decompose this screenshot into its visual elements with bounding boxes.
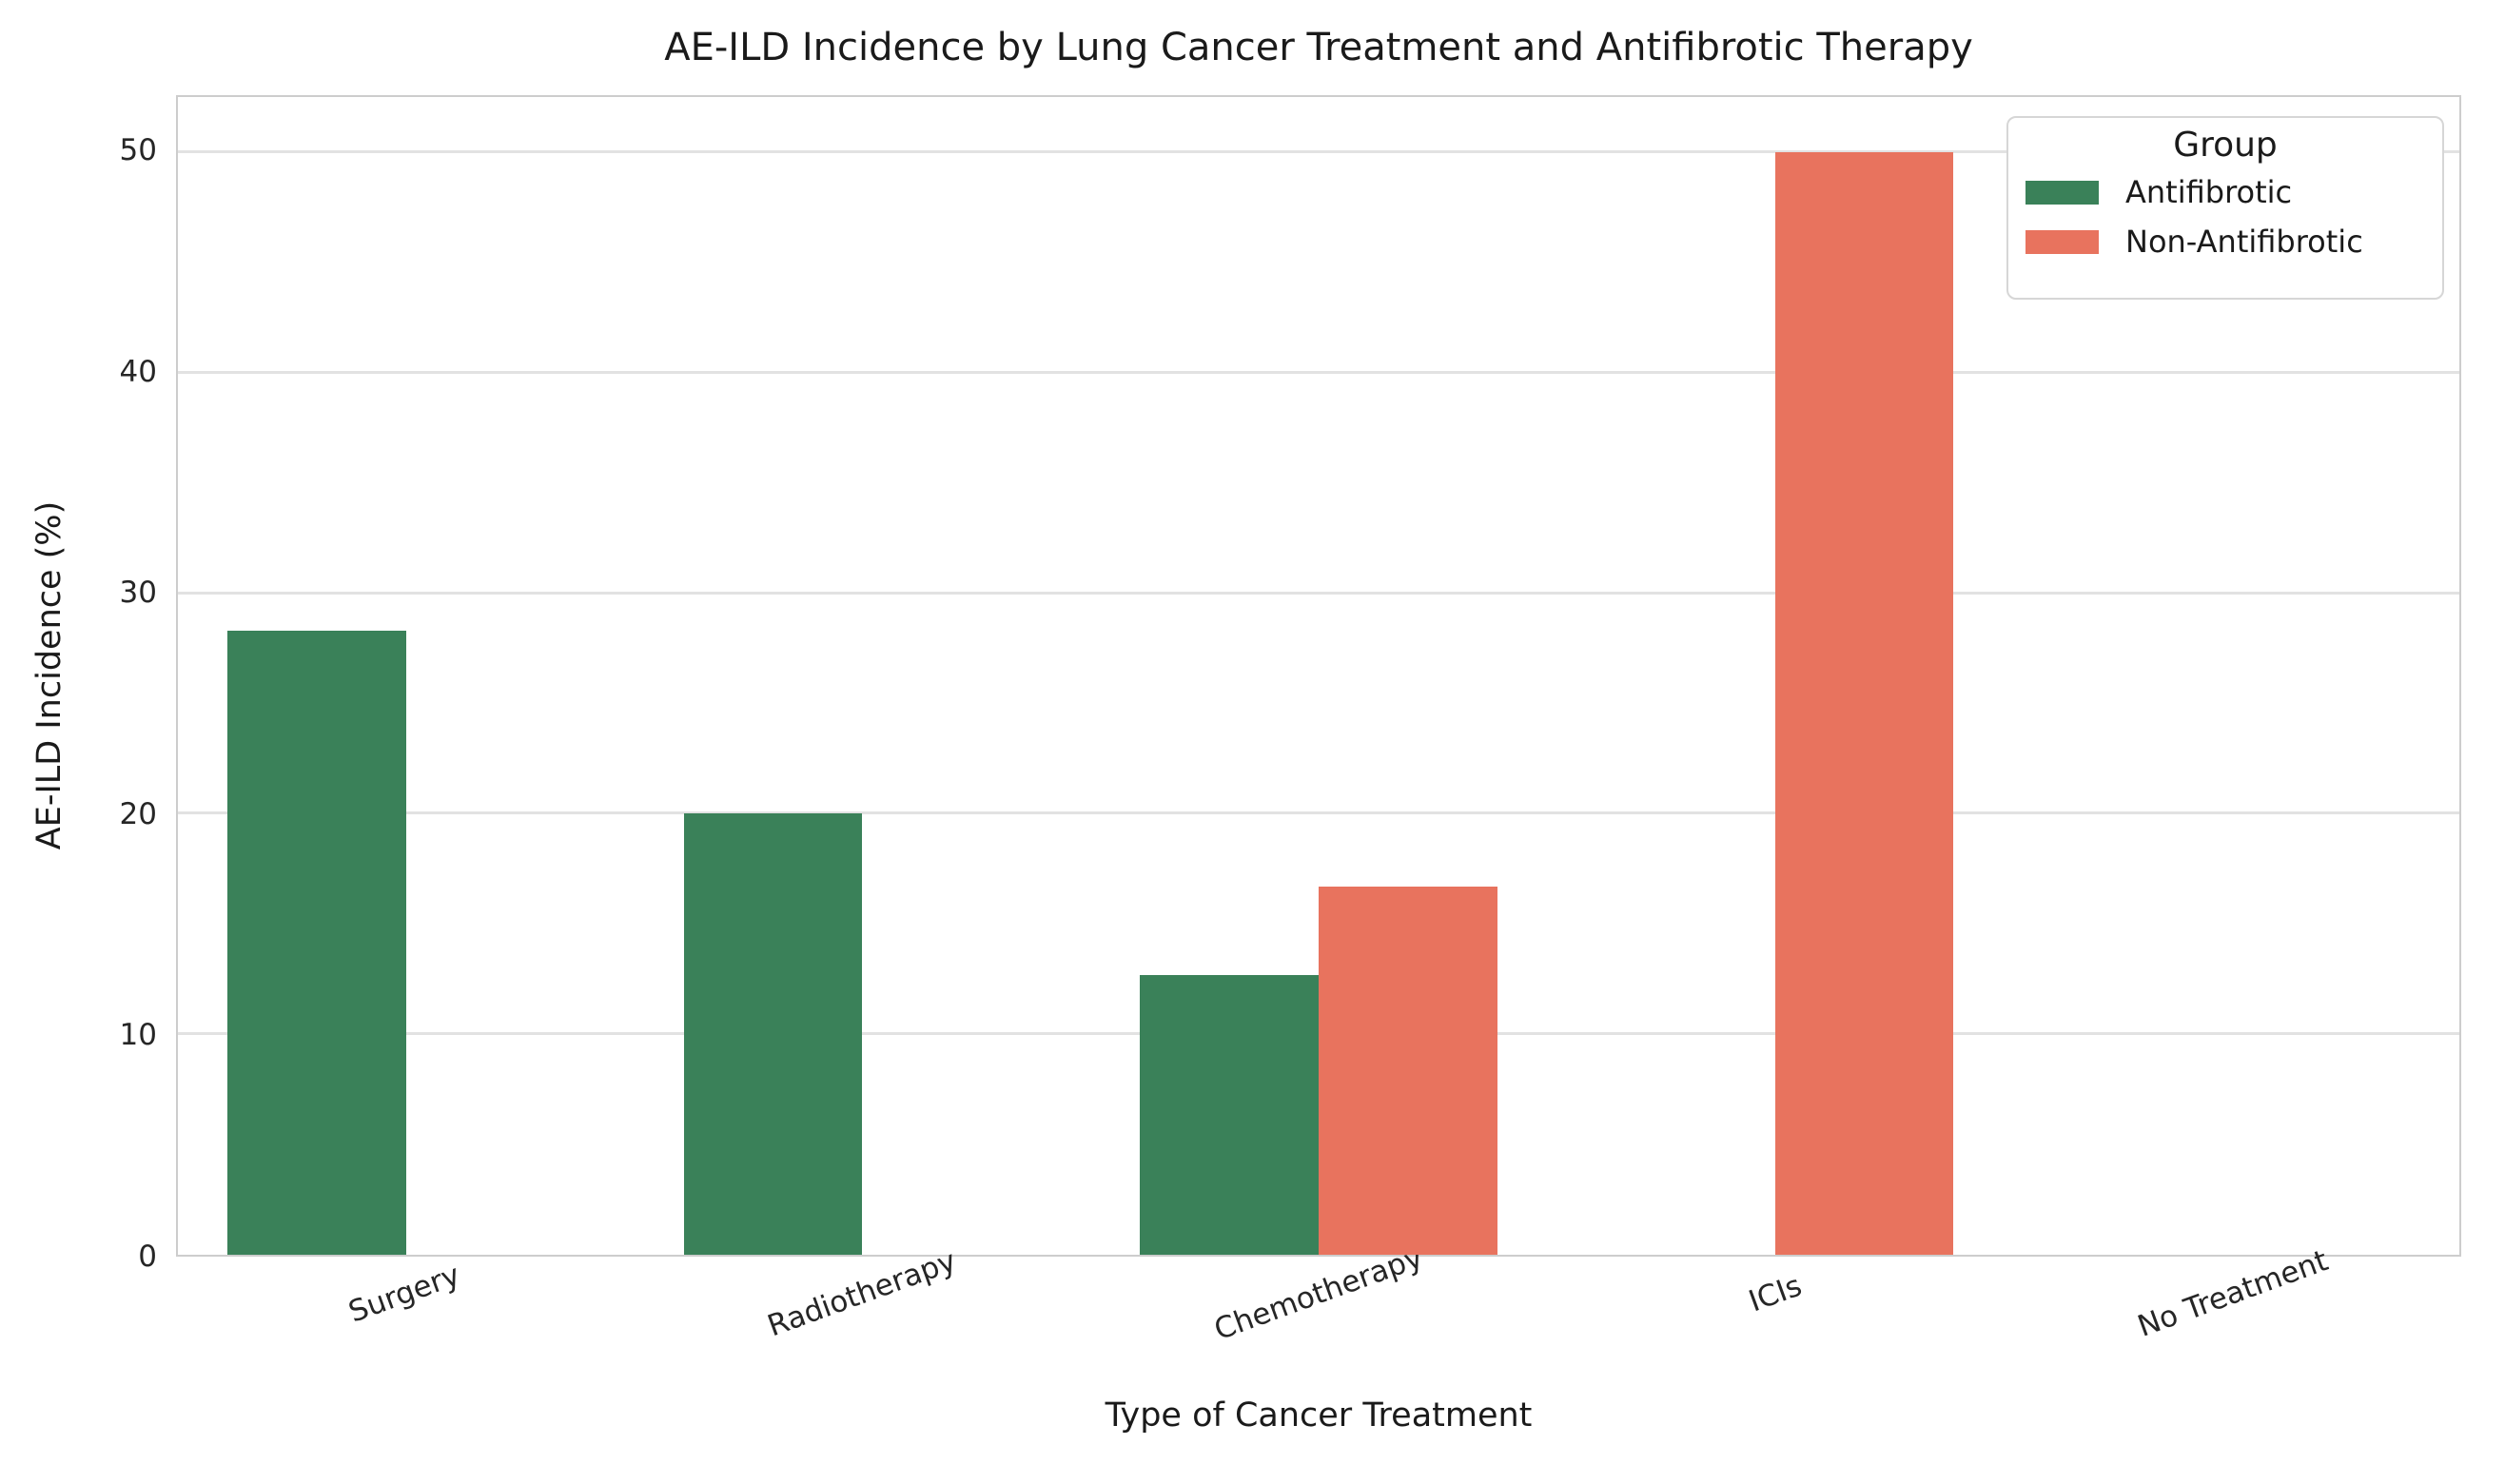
y-tick-label-50: 50	[119, 133, 157, 168]
gridline-y-40	[178, 370, 2459, 374]
legend: Group Antifibrotic Non-Antifibrotic	[2006, 116, 2444, 300]
gridline-y-50	[178, 149, 2459, 153]
bar-icis-non-antifibrotic	[1774, 151, 1954, 1255]
x-tick-label-no-treatment: No Treatment	[2133, 1243, 2333, 1344]
y-tick-label-10: 10	[119, 1018, 157, 1053]
x-axis-label: Type of Cancer Treatment	[1105, 1396, 1533, 1435]
legend-swatch-antifibrotic	[2026, 180, 2099, 205]
bar-chemotherapy-non-antifibrotic	[1319, 886, 1497, 1255]
bar-chemotherapy-antifibrotic	[1140, 974, 1319, 1255]
x-tick-label-icis: ICIs	[1744, 1268, 1807, 1319]
y-tick-label-40: 40	[119, 354, 157, 389]
bar-radiotherapy-antifibrotic	[683, 813, 863, 1255]
legend-label-antifibrotic: Antifibrotic	[2125, 174, 2293, 210]
gridline-y-20	[178, 811, 2459, 815]
y-tick-label-20: 20	[119, 796, 157, 831]
x-tick-label-radiotherapy: Radiotherapy	[762, 1243, 961, 1344]
chart-title: AE-ILD Incidence by Lung Cancer Treatmen…	[664, 26, 1973, 69]
legend-item-antifibrotic: Antifibrotic	[2026, 174, 2425, 210]
bar-surgery-antifibrotic	[227, 630, 406, 1255]
x-tick-label-surgery: Surgery	[344, 1258, 465, 1330]
y-tick-label-30: 30	[119, 576, 157, 611]
gridline-y-30	[178, 591, 2459, 595]
legend-title: Group	[2173, 126, 2278, 165]
legend-swatch-non-antifibrotic	[2026, 229, 2099, 254]
legend-item-non-antifibrotic: Non-Antifibrotic	[2026, 224, 2425, 260]
y-tick-label-0: 0	[138, 1240, 157, 1274]
legend-label-non-antifibrotic: Non-Antifibrotic	[2125, 224, 2363, 260]
